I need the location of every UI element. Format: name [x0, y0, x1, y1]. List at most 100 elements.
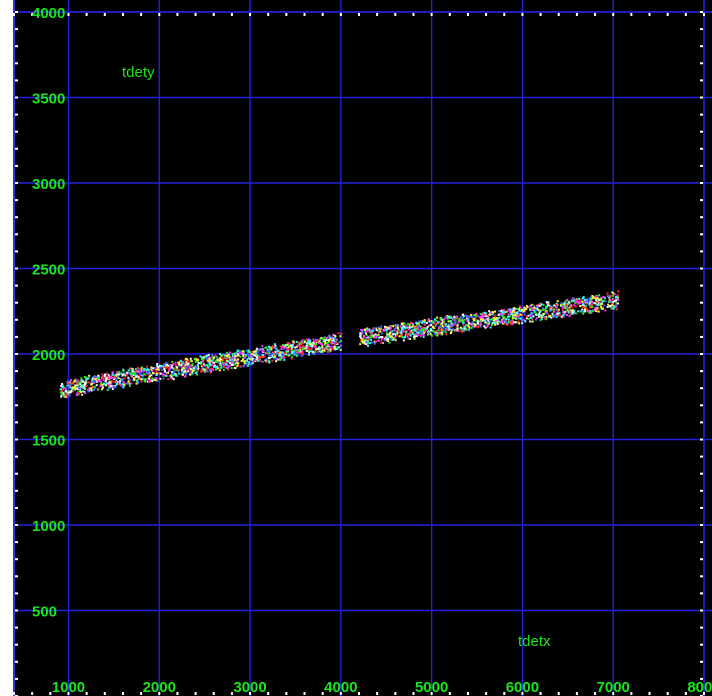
- data-point: [443, 322, 446, 325]
- data-point: [185, 357, 188, 360]
- data-point: [90, 387, 93, 390]
- data-point: [396, 332, 399, 335]
- data-point: [452, 317, 455, 320]
- data-point: [189, 367, 192, 370]
- data-point: [226, 360, 229, 363]
- data-point: [302, 347, 305, 350]
- data-point: [613, 293, 616, 296]
- data-point: [94, 378, 97, 381]
- data-point: [460, 330, 463, 333]
- data-point: [486, 325, 489, 328]
- data-point: [433, 320, 436, 323]
- data-point: [494, 314, 497, 317]
- data-point: [132, 371, 135, 374]
- data-point: [272, 352, 275, 355]
- data-point: [222, 368, 225, 371]
- data-point: [289, 344, 292, 347]
- y-minor-tick-right: [700, 370, 703, 373]
- data-point: [592, 296, 595, 299]
- data-point: [150, 366, 153, 369]
- data-point: [540, 315, 543, 318]
- data-point: [446, 316, 449, 319]
- data-point: [96, 380, 99, 383]
- data-point: [267, 356, 270, 359]
- data-point: [394, 336, 397, 339]
- data-point: [524, 310, 527, 313]
- data-point: [402, 339, 405, 342]
- data-point: [75, 387, 78, 390]
- data-point: [163, 367, 166, 370]
- data-point: [149, 379, 152, 382]
- data-point: [262, 354, 265, 357]
- data-point: [416, 322, 419, 325]
- data-point: [525, 308, 528, 311]
- data-point: [400, 331, 403, 334]
- data-point: [580, 310, 583, 313]
- data-point: [496, 323, 499, 326]
- data-point: [209, 363, 212, 366]
- data-point: [271, 354, 274, 357]
- data-point: [467, 325, 470, 328]
- data-point: [410, 329, 413, 332]
- data-point: [177, 371, 180, 374]
- data-point: [521, 322, 524, 325]
- data-point: [97, 387, 100, 390]
- data-point: [60, 393, 63, 396]
- data-point: [582, 304, 585, 307]
- data-point: [77, 388, 80, 391]
- data-point: [550, 316, 553, 319]
- x-minor-tick-top: [339, 13, 342, 16]
- data-point: [245, 362, 248, 365]
- data-point: [267, 350, 270, 353]
- x-minor-tick: [158, 692, 161, 695]
- data-point: [545, 315, 548, 318]
- data-point: [282, 353, 285, 356]
- data-point: [387, 334, 390, 337]
- x-minor-tick-top: [121, 13, 124, 16]
- data-point: [140, 378, 143, 381]
- data-point: [318, 346, 321, 349]
- data-point: [369, 331, 372, 334]
- data-point: [524, 319, 527, 322]
- data-point: [530, 313, 533, 316]
- grid: [14, 0, 712, 696]
- data-point: [311, 345, 314, 348]
- data-point: [197, 359, 200, 362]
- data-point: [460, 326, 463, 329]
- data-point: [81, 393, 84, 396]
- data-point: [339, 344, 342, 347]
- data-point: [424, 327, 427, 330]
- data-point: [64, 393, 67, 396]
- data-point: [425, 321, 428, 324]
- data-point: [290, 349, 293, 352]
- data-point: [488, 313, 491, 316]
- data-point: [545, 301, 548, 304]
- data-point: [99, 380, 102, 383]
- x-minor-tick-top: [666, 13, 669, 16]
- data-point: [229, 361, 232, 364]
- data-point: [600, 305, 603, 308]
- data-point: [570, 312, 573, 315]
- data-point: [335, 342, 338, 345]
- data-point: [435, 334, 438, 337]
- data-point: [77, 379, 80, 382]
- data-point: [268, 360, 271, 363]
- data-point: [164, 366, 167, 369]
- data-point: [415, 326, 418, 329]
- data-point: [316, 347, 319, 350]
- data-point: [243, 360, 246, 363]
- data-point: [480, 323, 483, 326]
- data-point: [428, 324, 431, 327]
- data-point: [578, 297, 581, 300]
- data-point: [482, 315, 485, 318]
- x-minor-tick: [703, 692, 705, 695]
- data-point: [380, 339, 383, 342]
- data-point: [280, 355, 283, 358]
- data-point: [406, 334, 409, 337]
- data-point: [326, 341, 329, 344]
- data-point: [498, 310, 501, 313]
- data-point: [243, 364, 246, 367]
- data-point: [502, 309, 505, 312]
- data-point: [508, 308, 511, 311]
- data-point: [167, 371, 170, 374]
